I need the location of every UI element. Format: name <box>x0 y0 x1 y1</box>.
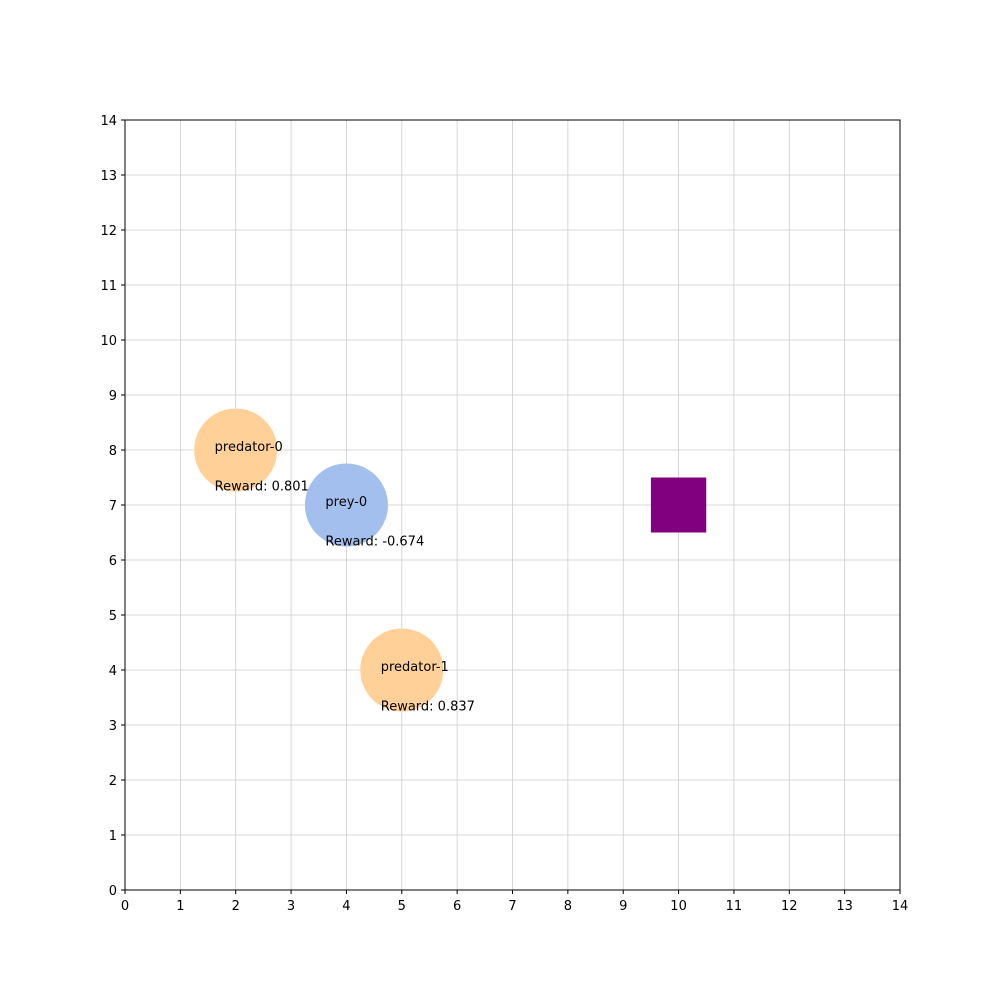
y-tick-label: 12 <box>100 224 117 239</box>
prey-circle <box>304 463 388 547</box>
agent-reward-label: Reward: -0.674 <box>325 535 424 550</box>
x-tick-label: 11 <box>726 899 743 914</box>
agent-name-label: prey-0 <box>325 495 367 510</box>
agents-layer: predator-0 Reward: 0.801 prey-0 Reward: -0.… <box>194 408 475 715</box>
agent-reward-label: Reward: 0.837 <box>381 700 475 715</box>
agent-name-label: predator-1 <box>381 660 449 675</box>
y-tick-label: 7 <box>109 499 117 514</box>
x-tick-label: 5 <box>398 899 406 914</box>
x-tick-label: 3 <box>287 899 295 914</box>
y-tick-label: 14 <box>100 114 117 129</box>
obstacles-layer <box>650 477 707 533</box>
y-tick-label: 9 <box>109 389 117 404</box>
x-tick-label: 7 <box>508 899 516 914</box>
predator-circle <box>360 628 444 712</box>
y-tick-label: 0 <box>109 884 117 899</box>
y-tick-label: 11 <box>100 279 117 294</box>
y-tick-label: 13 <box>100 169 117 184</box>
y-tick-label: 3 <box>109 719 117 734</box>
y-tick-label: 6 <box>109 554 117 569</box>
grid-lines <box>124 119 901 891</box>
x-tick-label: 9 <box>619 899 627 914</box>
agent-prey-0: prey-0 Reward: -0.674 <box>304 463 424 550</box>
y-tick-label: 10 <box>100 334 117 349</box>
x-tick-label: 0 <box>121 899 129 914</box>
y-tick-label: 8 <box>109 444 117 459</box>
x-tick-label: 10 <box>670 899 687 914</box>
agent-name-label: predator-0 <box>215 440 283 455</box>
x-tick-label: 13 <box>836 899 853 914</box>
obstacle-square <box>650 477 707 533</box>
x-tick-label: 14 <box>892 899 909 914</box>
y-tick-label: 4 <box>109 664 117 679</box>
predator-circle <box>194 408 278 492</box>
y-tick-label: 1 <box>109 829 117 844</box>
y-tick-label: 5 <box>109 609 117 624</box>
agent-predator-1: predator-1 Reward: 0.837 <box>360 628 475 715</box>
x-tick-label: 4 <box>342 899 350 914</box>
agent-predator-0: predator-0 Reward: 0.801 <box>194 408 309 495</box>
x-tick-label: 1 <box>176 899 184 914</box>
agent-reward-label: Reward: 0.801 <box>215 480 309 495</box>
y-tick-label: 2 <box>109 774 117 789</box>
x-tick-label: 2 <box>232 899 240 914</box>
x-tick-label: 12 <box>781 899 798 914</box>
x-tick-label: 6 <box>453 899 461 914</box>
x-tick-label: 8 <box>564 899 572 914</box>
